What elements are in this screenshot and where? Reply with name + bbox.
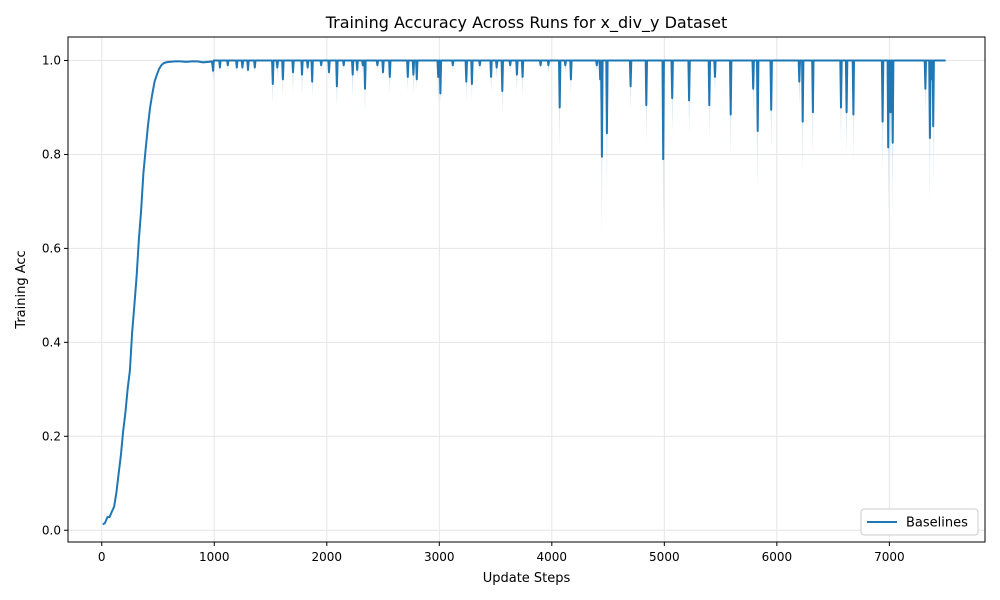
y-tick-label: 0.0 (42, 523, 61, 537)
y-axis-label: Training Acc (14, 250, 29, 329)
x-tick-label: 3000 (424, 550, 455, 564)
series-line-layer (102, 59, 946, 526)
legend-label-baselines: Baselines (906, 516, 968, 531)
x-tick-label: 6000 (762, 550, 793, 564)
x-tick-label: 0 (98, 550, 106, 564)
x-tick-label: 7000 (874, 550, 905, 564)
x-tick-label: 5000 (649, 550, 680, 564)
y-tick-label: 1.0 (42, 53, 61, 67)
plot-frame (67, 36, 986, 543)
y-tick-label: 0.6 (42, 241, 61, 255)
y-tick-label: 0.8 (42, 147, 61, 161)
x-tick-label: 1000 (199, 550, 230, 564)
legend: Baselines (860, 508, 979, 536)
y-tick-label: 0.4 (42, 335, 61, 349)
x-tick-label: 2000 (312, 550, 343, 564)
y-axis-ticks: 0.0 0.2 0.4 0.6 0.8 1.0 (42, 53, 68, 537)
chart-title: Training Accuracy Across Runs for x_div_… (325, 13, 728, 33)
y-tick-label: 0.2 (42, 429, 61, 443)
x-axis-label: Update Steps (483, 571, 571, 586)
series-line-baselines (102, 59, 946, 526)
x-tick-label: 4000 (537, 550, 568, 564)
legend-box (860, 508, 979, 536)
x-axis-ticks: 0 1000 2000 3000 4000 5000 6000 7000 (98, 542, 905, 564)
